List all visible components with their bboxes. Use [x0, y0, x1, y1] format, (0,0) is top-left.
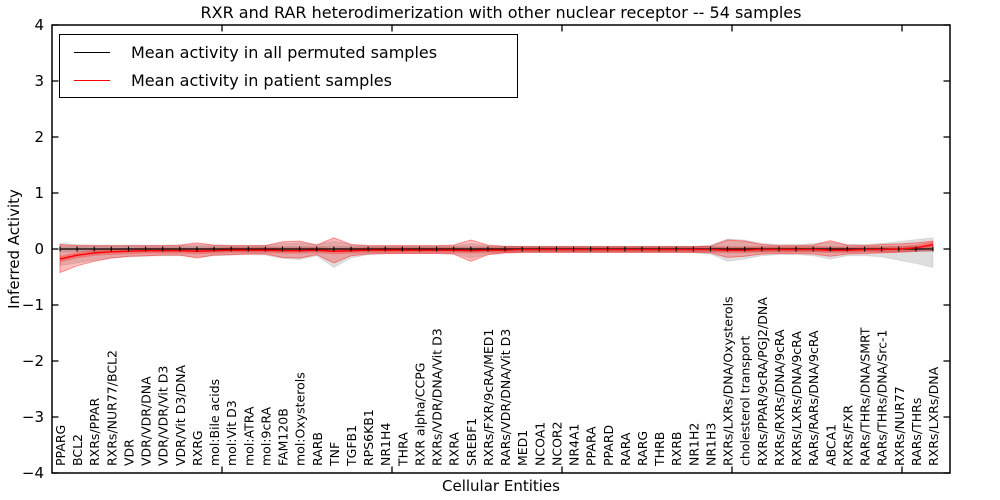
x-tick-label: MED1: [515, 430, 530, 466]
x-tick-label: RXRs/VDR/DNA/Vit D3: [430, 328, 445, 466]
y-tick-label: 2: [34, 128, 44, 146]
x-tick-label: THRB: [652, 432, 667, 467]
x-tick-label: THRA: [395, 432, 410, 467]
y-tick-label: −4: [22, 464, 44, 482]
legend-entry-patient: Mean activity in patient samples: [60, 69, 517, 91]
y-tick-label: 0: [34, 240, 44, 258]
x-tick-label: RARs/RARs/DNA/9cRA: [806, 330, 821, 466]
x-tick-label: NR1H4: [378, 423, 393, 466]
legend-entry-permuted: Mean activity in all permuted samples: [60, 41, 517, 63]
x-tick-label: RXRs/LXRs/DNA: [926, 366, 941, 466]
x-tick-label: SREBF1: [464, 418, 479, 466]
x-tick-label: FAM120B: [276, 408, 291, 466]
x-tick-label: RXRs/FXR: [840, 405, 855, 466]
y-tick-label: 3: [34, 72, 44, 90]
y-axis: −4 −3 −2 −1 0 1 2 3 4: [22, 16, 950, 482]
x-tick-label: TNF: [327, 442, 342, 467]
x-tick-label: RXRs/LXRs/DNA/Oxysterols: [721, 296, 736, 466]
x-tick-label: RARA: [618, 432, 633, 466]
x-tick-label: RARG: [635, 431, 650, 466]
permuted-band: [59, 237, 934, 269]
point-markers: [59, 246, 934, 252]
x-tick-label: NR1H3: [703, 423, 718, 466]
x-tick-label: RXRs/PPAR: [87, 398, 102, 466]
x-tick-label: RARs/VDR/DNA/Vit D3: [498, 329, 513, 466]
x-tick-label: RXRs/NUR77: [892, 386, 907, 466]
x-tick-label: RXRs/FXR/9cRA/MED1: [481, 329, 496, 466]
x-tick-label: NR4A1: [567, 424, 582, 467]
x-tick-label: VDR: [121, 439, 136, 466]
x-tick-label: NR1H2: [686, 423, 701, 466]
x-tick-label: RARs/THRs: [909, 398, 924, 466]
patient-line-swatch: [74, 79, 110, 81]
x-tick-label: ABCA1: [823, 424, 838, 466]
x-tick-label: BCL2: [70, 434, 85, 466]
x-tick-label: RXRA: [447, 432, 462, 466]
x-tick-label: VDR/VDR/DNA: [139, 376, 154, 466]
x-axis-label: Cellular Entities: [442, 477, 560, 495]
x-tick-label: NCOR2: [549, 421, 564, 466]
x-tick-label: VDR/VDR/Vit D3: [156, 366, 171, 466]
y-tick-label: −2: [22, 352, 44, 370]
x-tick-label: VDR/Vit D3/DNA: [173, 365, 188, 466]
x-tick-label: RARs/THRs/DNA/SMRT: [858, 327, 873, 466]
legend-label: Mean activity in all permuted samples: [131, 42, 438, 62]
x-tick-label: RXRs/LXRs/DNA/9cRA: [789, 331, 804, 466]
legend: Mean activity in all permuted samples Me…: [59, 34, 518, 98]
x-tick-label: PPARD: [601, 425, 616, 466]
x-tick-label: RXRs/PPAR/9cRA/PGJ2/DNA: [755, 297, 770, 466]
y-tick-label: 4: [34, 16, 44, 34]
x-tick-labels: PPARG BCL2 RXRs/PPAR RXRs/NUR77/BCL2 VDR VDR/…: [53, 296, 941, 467]
x-tick-label: TGFB1: [344, 425, 359, 467]
legend-label: Mean activity in patient samples: [131, 70, 392, 90]
y-tick-label: −1: [22, 296, 44, 314]
x-tick-label: RXR alpha/CCPG: [412, 363, 427, 466]
patient-mean-line: [59, 243, 934, 260]
permuted-line-swatch: [74, 51, 110, 53]
x-tick-label: mol:9cRA: [258, 406, 273, 466]
x-tick-label: cholesterol transport: [738, 335, 753, 466]
y-axis-label: Inferred Activity: [5, 189, 23, 309]
x-tick-label: RXRB: [669, 431, 684, 466]
y-tick-label: −3: [22, 408, 44, 426]
x-tick-label: mol:Oxysterols: [293, 372, 308, 466]
x-tick-label: mol:Bile acids: [207, 379, 222, 466]
x-axis: [221, 25, 903, 473]
x-tick-label: RARB: [310, 432, 325, 466]
x-tick-label: RXRs/NUR77/BCL2: [104, 350, 119, 466]
x-tick-label: RARs/THRs/DNA/Src-1: [875, 330, 890, 466]
chart-title: RXR and RAR heterodimerization with othe…: [200, 3, 802, 22]
x-tick-label: RXRs/RXRs/DNA/9cRA: [772, 329, 787, 466]
x-tick-label: PPARA: [584, 426, 599, 466]
x-tick-label: RXRG: [190, 430, 205, 466]
x-tick-label: mol:Vit D3: [224, 400, 239, 466]
x-tick-label: NCOA1: [532, 422, 547, 466]
x-tick-label: PPARG: [53, 425, 68, 466]
x-tick-label: RPS6KB1: [361, 409, 376, 466]
x-tick-label: mol:ATRA: [241, 406, 256, 466]
y-tick-label: 1: [34, 184, 44, 202]
